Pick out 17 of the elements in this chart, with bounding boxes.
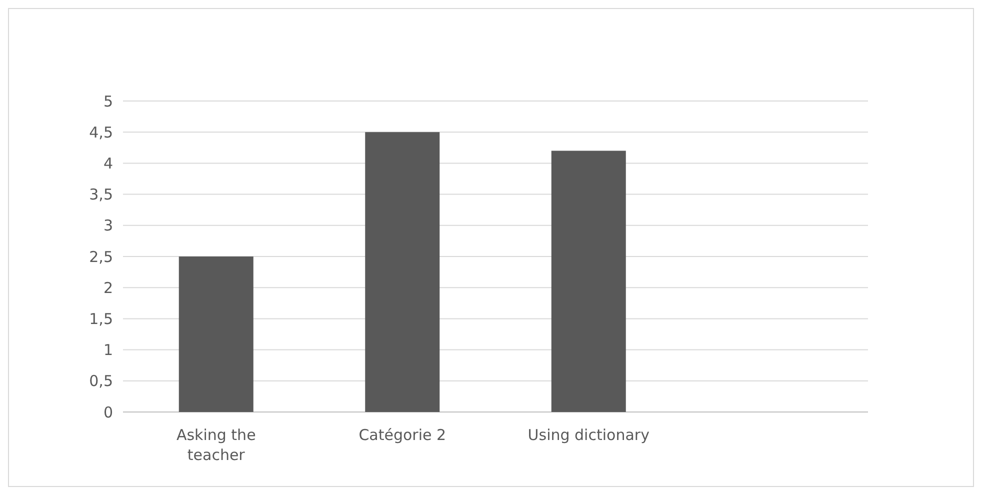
bar <box>178 256 254 412</box>
y-tick-label: 3,5 <box>89 186 113 204</box>
y-tick-label: 4 <box>103 154 113 172</box>
x-tick-label: Asking the teacher <box>176 426 256 464</box>
y-tick-label: 2,5 <box>89 248 113 266</box>
y-tick-label: 1 <box>103 341 113 360</box>
y-tick-label: 3 <box>103 216 113 235</box>
y-tick-label: 4,5 <box>89 123 113 142</box>
y-tick-label: 0 <box>103 403 113 422</box>
bar <box>551 150 626 412</box>
y-tick-label: 2 <box>103 278 113 297</box>
y-tick-label: 5 <box>103 92 113 110</box>
bar <box>365 132 440 412</box>
y-tick-label: 0,5 <box>89 372 113 390</box>
y-tick-label: 1,5 <box>89 310 113 328</box>
x-tick-label: Using dictionary <box>528 426 650 444</box>
x-tick-label: Catégorie 2 <box>358 426 446 444</box>
